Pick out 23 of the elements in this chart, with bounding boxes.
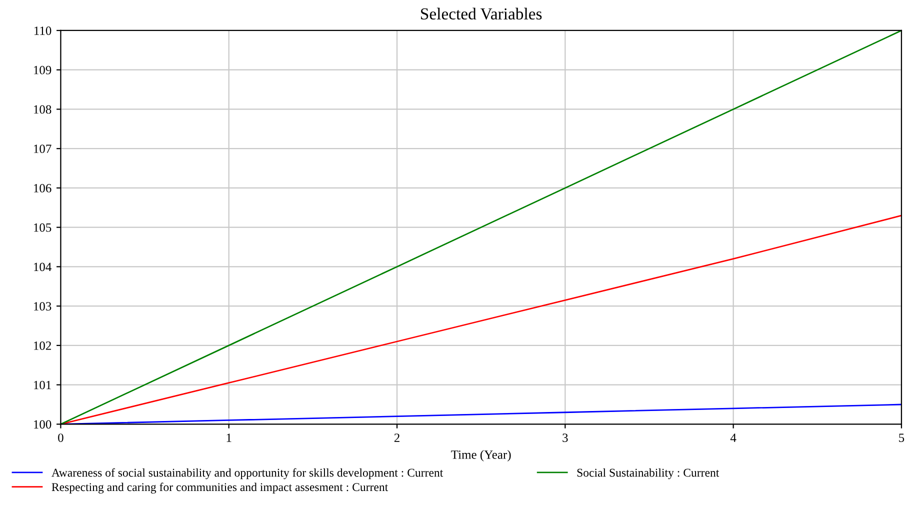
y-tick-label: 110 [34, 26, 52, 35]
x-tick-label: 4 [730, 434, 736, 442]
x-tick-label: 1 [226, 434, 232, 442]
legend-label: Respecting and caring for communities and impact assesment : Current [52, 482, 388, 494]
legend-label: Social Sustainability : Current [577, 468, 720, 480]
y-tick-label: 107 [34, 144, 52, 154]
y-tick-label: 105 [34, 223, 52, 232]
x-tick-label: 2 [394, 434, 400, 442]
y-tick-label: 108 [34, 105, 52, 114]
x-tick-label: 0 [58, 434, 64, 442]
y-tick-label: 104 [34, 262, 52, 272]
x-tick-label: 3 [562, 434, 568, 442]
legend-label: Awareness of social sustainability and opportunity for skills development : Current [52, 468, 444, 480]
y-tick-label: 102 [34, 341, 51, 350]
line-series [60, 30, 902, 424]
x-tick-label: 5 [899, 434, 904, 442]
y-tick-label: 103 [34, 302, 52, 311]
x-axis-title: Time (Year) [451, 450, 511, 462]
y-tick-label: 100 [34, 420, 52, 429]
y-tick-label: 109 [34, 66, 52, 74]
chart-title: Selected Variables [421, 8, 542, 20]
y-tick-label: 101 [34, 380, 51, 390]
y-tick-label: 106 [34, 184, 52, 192]
